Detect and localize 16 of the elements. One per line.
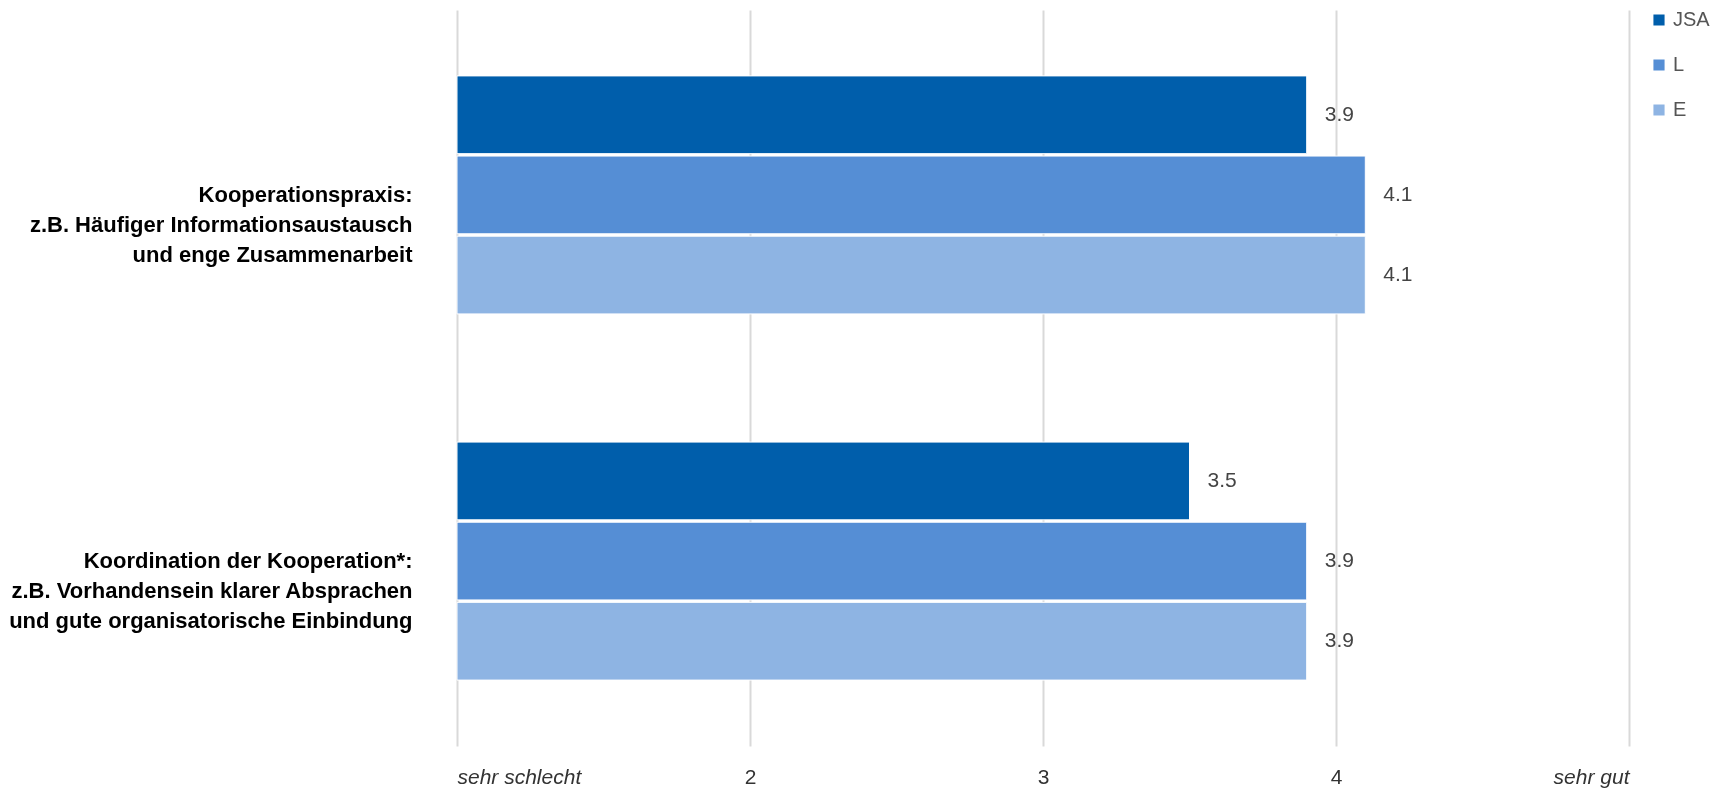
data-label: 3.5	[1207, 467, 1237, 491]
legend-label: JSA	[1673, 8, 1711, 30]
data-label: 3.9	[1324, 548, 1354, 572]
data-label: 4.1	[1383, 181, 1413, 205]
legend-label: L	[1673, 53, 1685, 75]
data-label: 3.9	[1324, 628, 1354, 652]
data-label: 3.9	[1324, 101, 1354, 125]
y-tick-label: Koordination der Kooperation*: z.B. Vorhandensein klarer Absprachen und gute organisatorische Einbindung	[9, 548, 413, 634]
x-tick-label: 3	[1037, 764, 1050, 788]
x-tick-label: sehr gut	[1553, 764, 1631, 788]
x-tick-label: 2	[744, 764, 757, 788]
legend-label: E	[1673, 98, 1687, 120]
y-tick-label: Kooperationspraxis: z.B. Häufiger Informationsaustausch und enge Zusammenarbeit	[29, 181, 414, 267]
data-label: 4.1	[1383, 262, 1413, 286]
x-tick-label: 4	[1330, 764, 1343, 788]
x-tick-label: sehr schlecht	[457, 764, 583, 788]
